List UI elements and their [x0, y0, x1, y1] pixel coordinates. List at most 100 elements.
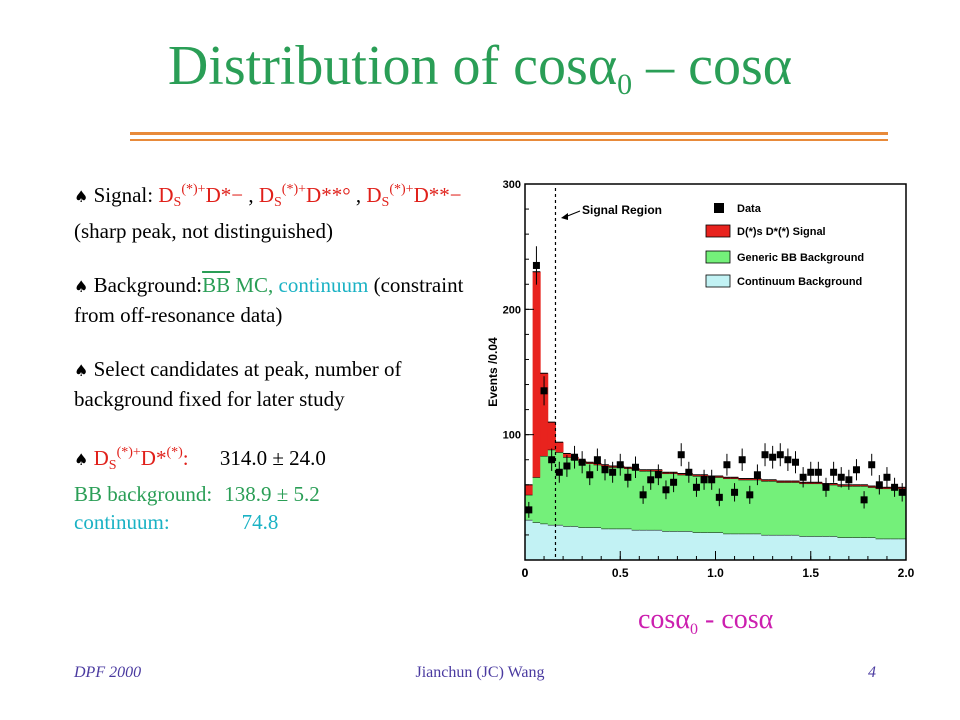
bb-bar	[829, 484, 838, 537]
data-point	[746, 491, 754, 499]
bb-bar	[799, 483, 808, 537]
legend-bb: Generic BB Background	[737, 252, 864, 264]
signal-bar	[532, 271, 541, 478]
bb-bar	[898, 488, 907, 539]
continuum-bar	[616, 528, 625, 560]
signal-bar	[616, 466, 625, 468]
continuum-bar	[624, 528, 633, 560]
data-point	[548, 456, 556, 464]
continuum-bar	[700, 532, 709, 560]
bullet-signal: ♠ Signal: DS(*)+D*− , DS(*)+D**° , DS(*)…	[74, 182, 462, 243]
signal-bar	[685, 473, 694, 475]
data-point	[784, 456, 792, 464]
data-point	[555, 468, 563, 476]
continuum-bar	[723, 533, 732, 560]
x-axis-label: cosα0 - cosα	[638, 604, 774, 638]
continuum-bar	[814, 536, 823, 560]
bb-bar	[677, 474, 686, 532]
signal-bar	[677, 473, 686, 475]
signal-bar	[829, 483, 838, 485]
bb-bar	[837, 486, 846, 538]
bb-bar	[753, 479, 762, 534]
data-point	[563, 462, 571, 470]
data-point	[571, 453, 579, 461]
continuum-bar	[745, 533, 754, 560]
legend-data-marker	[714, 203, 724, 213]
bb-bar	[639, 471, 648, 530]
bb-bar	[852, 486, 861, 538]
legend-signal: D(*)s D*(*) Signal	[737, 226, 826, 238]
data-point	[738, 456, 746, 464]
bb-bar	[646, 471, 655, 530]
signal-bar	[806, 482, 815, 484]
continuum-bar	[890, 538, 899, 560]
continuum-bar	[837, 537, 846, 560]
data-point	[593, 456, 601, 464]
y-tick-label: 200	[503, 304, 521, 316]
signal-bar	[860, 484, 869, 487]
data-point	[723, 461, 731, 469]
bb-bar	[730, 478, 739, 534]
data-point	[845, 476, 853, 484]
continuum-bar	[585, 527, 594, 560]
signal-bar	[547, 422, 556, 450]
data-point	[578, 458, 586, 466]
legend-data: Data	[737, 203, 762, 215]
slide-title: Distribution of cosα0 – cosα	[167, 35, 793, 101]
bullet-list: ♠ Signal: DS(*)+D*− , DS(*)+D**° , DS(*)…	[74, 176, 474, 536]
continuum-bar	[784, 534, 793, 560]
bb-bar	[784, 482, 793, 535]
signal-bar	[624, 467, 633, 469]
bb-bar	[776, 482, 785, 535]
legend-continuum: Continuum Background	[737, 276, 862, 288]
continuum-bar	[829, 536, 838, 560]
continuum-bar	[631, 529, 640, 560]
data-point	[868, 461, 876, 469]
ylabel: Events /0.04	[486, 337, 500, 407]
data-point	[799, 473, 807, 481]
legend-signal-swatch	[705, 224, 731, 238]
footer-conference: DPF 2000	[74, 664, 142, 681]
bb-bar	[845, 486, 854, 538]
signal-bar	[570, 457, 579, 460]
spade-icon: ♠	[74, 450, 89, 469]
bb-bar	[662, 473, 671, 532]
spade-icon: ♠	[74, 277, 89, 296]
data-point	[692, 483, 700, 491]
data-point	[769, 453, 777, 461]
bb-bar	[685, 474, 694, 532]
signal-bar	[669, 472, 678, 474]
data-point	[647, 476, 655, 484]
bb-bar	[570, 459, 579, 527]
x-tick-label: 0.5	[612, 566, 629, 580]
data-point	[776, 451, 784, 459]
continuum-bar	[639, 529, 648, 560]
signal-bar	[745, 478, 754, 480]
legend-bb-swatch	[705, 250, 731, 264]
data-point	[586, 471, 594, 479]
bb-bar	[540, 455, 549, 524]
data-point	[662, 486, 670, 494]
data-point	[883, 473, 891, 481]
bb-bar	[578, 462, 587, 528]
data-point	[852, 466, 860, 474]
bb-bar	[669, 473, 678, 532]
bb-bar	[563, 457, 572, 527]
signal-bar	[890, 487, 899, 489]
data-point	[875, 481, 883, 489]
stacked-bars	[525, 271, 907, 560]
signal-bar	[692, 474, 701, 477]
continuum-bar	[692, 532, 701, 560]
data-point	[830, 468, 838, 476]
continuum-bar	[646, 529, 655, 560]
data-point	[715, 493, 723, 501]
x-tick-label: 1.0	[707, 566, 724, 580]
continuum-bar	[570, 526, 579, 560]
data-point	[700, 476, 708, 484]
title-rule-thin	[130, 139, 888, 141]
data-point	[761, 451, 769, 459]
signal-bar	[654, 469, 663, 472]
continuum-bar	[532, 522, 541, 560]
data-point	[624, 473, 632, 481]
